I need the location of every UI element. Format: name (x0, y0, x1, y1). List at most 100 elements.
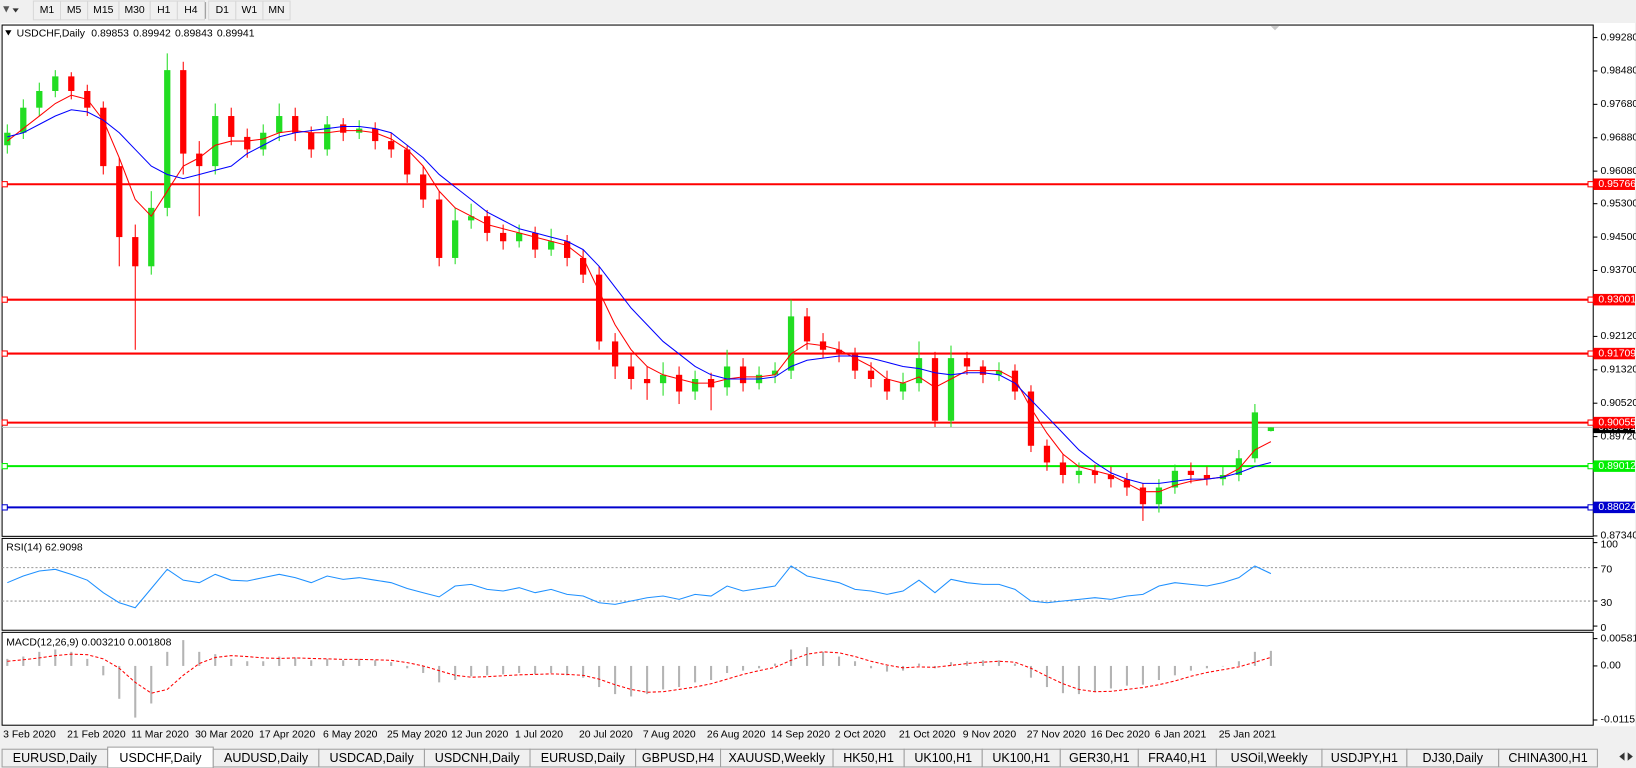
macd-panel (1, 631, 1594, 726)
candle-body (675, 374, 683, 392)
tab-label: DJ30,Daily (1423, 751, 1484, 765)
level-tag-label: 0.93001 (1598, 294, 1636, 305)
timeframe-label: M5 (67, 5, 82, 16)
tab[interactable]: EURUSD,Daily (529, 748, 637, 768)
candle-body (1011, 370, 1019, 392)
candle-body (388, 141, 395, 150)
y-tick-label: 0.92120 (1601, 331, 1636, 342)
timeframe-button[interactable] (262, 0, 291, 21)
candle-body (340, 124, 347, 133)
candle-body (436, 199, 443, 258)
level-handle[interactable] (1587, 350, 1594, 357)
toolbar-dropdown[interactable] (12, 8, 19, 13)
tab[interactable]: UK100,H1 (903, 748, 983, 768)
candle-body (1059, 462, 1067, 475)
tab-label: HK50,H1 (843, 751, 894, 765)
x-tick-label: 12 Jun 2020 (451, 729, 509, 740)
level-handle[interactable] (1587, 463, 1594, 470)
tab[interactable]: XAUUSD,Weekly (720, 748, 834, 768)
tab[interactable]: GBPUSD,H4 (635, 748, 722, 768)
tab[interactable]: AUDUSD,Daily (212, 748, 320, 768)
macd-bar (1269, 650, 1272, 666)
tab-label: EURUSD,Daily (541, 751, 626, 765)
y-tick-label: 0.96880 (1601, 132, 1636, 143)
level-handle[interactable] (1, 350, 8, 357)
candle-body (931, 358, 939, 421)
macd-bar (837, 656, 841, 666)
tab[interactable]: GER30,H1 (1059, 748, 1139, 768)
macd-title: MACD(12,26,9) 0.003210 0.001808 (6, 638, 171, 649)
macd-bar (758, 665, 761, 669)
candle-body (196, 153, 203, 167)
y-tick-label: 0.005818 (1601, 633, 1636, 644)
x-tick-label: 21 Feb 2020 (67, 729, 126, 740)
level-handle[interactable] (1587, 181, 1594, 188)
candle-body (420, 174, 427, 200)
toolbar-icon[interactable] (3, 6, 10, 13)
candle-body (771, 370, 779, 375)
macd-bar (326, 658, 329, 666)
timeframe-label: H1 (157, 5, 171, 16)
tab-label: USDCAD,Daily (330, 751, 415, 765)
candle-body (739, 366, 747, 384)
tab[interactable]: USOil,Weekly (1215, 748, 1323, 768)
level-handle[interactable] (1, 296, 8, 303)
tab-inactive[interactable] (1498, 748, 1598, 768)
x-tick-label: 25 Jan 2021 (1219, 729, 1277, 740)
tab[interactable]: UK100,H1 (981, 748, 1061, 768)
level-handle[interactable] (1, 419, 8, 426)
level-handle[interactable] (1587, 419, 1594, 426)
tab-label: UK100,H1 (992, 751, 1050, 765)
level-tag (1593, 347, 1635, 360)
y-tick-label: -0.011514 (1601, 715, 1636, 726)
tab[interactable]: HK50,H1 (832, 748, 905, 768)
x-tick-label: 11 Mar 2020 (131, 729, 189, 740)
tab-label: EURUSD,Daily (13, 751, 98, 765)
level-tag-label: 0.89012 (1598, 461, 1636, 472)
tab[interactable]: CHINA300,H1 (1498, 748, 1598, 768)
macd-bar (1109, 665, 1112, 689)
macd-bar (742, 665, 745, 671)
candle-body (4, 132, 11, 146)
macd-bar (646, 665, 649, 695)
tab[interactable]: USDJPY,H1 (1321, 748, 1408, 768)
timeframe-button[interactable] (176, 0, 206, 21)
macd-bar (198, 651, 201, 666)
macd-bar (774, 663, 777, 666)
candle-body (595, 274, 603, 342)
tab[interactable]: DJ30,Daily (1406, 748, 1500, 768)
tab-scroll[interactable] (1619, 752, 1633, 761)
level-handle[interactable] (1, 463, 8, 470)
level-handle[interactable] (1, 504, 8, 511)
tab[interactable]: FRA40,H1 (1137, 748, 1217, 768)
candle-body (292, 116, 299, 133)
tab-label: GER30,H1 (1069, 751, 1130, 765)
chart-menu-arrow[interactable] (5, 30, 12, 36)
tab[interactable]: USDCNH,Daily (423, 748, 531, 768)
candle-body (52, 76, 59, 91)
y-tick-label: 0.98480 (1601, 66, 1636, 77)
macd-bar (6, 658, 9, 666)
tab[interactable]: EURUSD,Daily (1, 748, 109, 768)
tab-label: UK100,H1 (914, 751, 972, 765)
macd-bar (406, 665, 409, 669)
timeframe-label: M1 (40, 5, 55, 16)
macd-bar (454, 665, 457, 681)
macd-bar (182, 640, 185, 666)
candle-body (835, 349, 843, 354)
candle-body (883, 378, 891, 392)
toolbar (0, 0, 1636, 21)
level-handle[interactable] (1, 181, 8, 188)
timeframe-label: H4 (184, 5, 198, 16)
tab[interactable]: USDCAD,Daily (318, 748, 425, 768)
level-tag (1593, 460, 1635, 472)
macd-bar (486, 665, 489, 676)
level-handle[interactable] (1587, 296, 1594, 303)
main-panel (1, 24, 1594, 537)
tab-label: USOil,Weekly (1231, 751, 1309, 765)
y-tick-label: 0.87340 (1601, 531, 1636, 542)
timeframe-label: M30 (124, 5, 144, 16)
level-handle[interactable] (1587, 504, 1594, 511)
candle-body (691, 378, 699, 392)
tab[interactable]: USDCHF,Daily (107, 746, 214, 768)
